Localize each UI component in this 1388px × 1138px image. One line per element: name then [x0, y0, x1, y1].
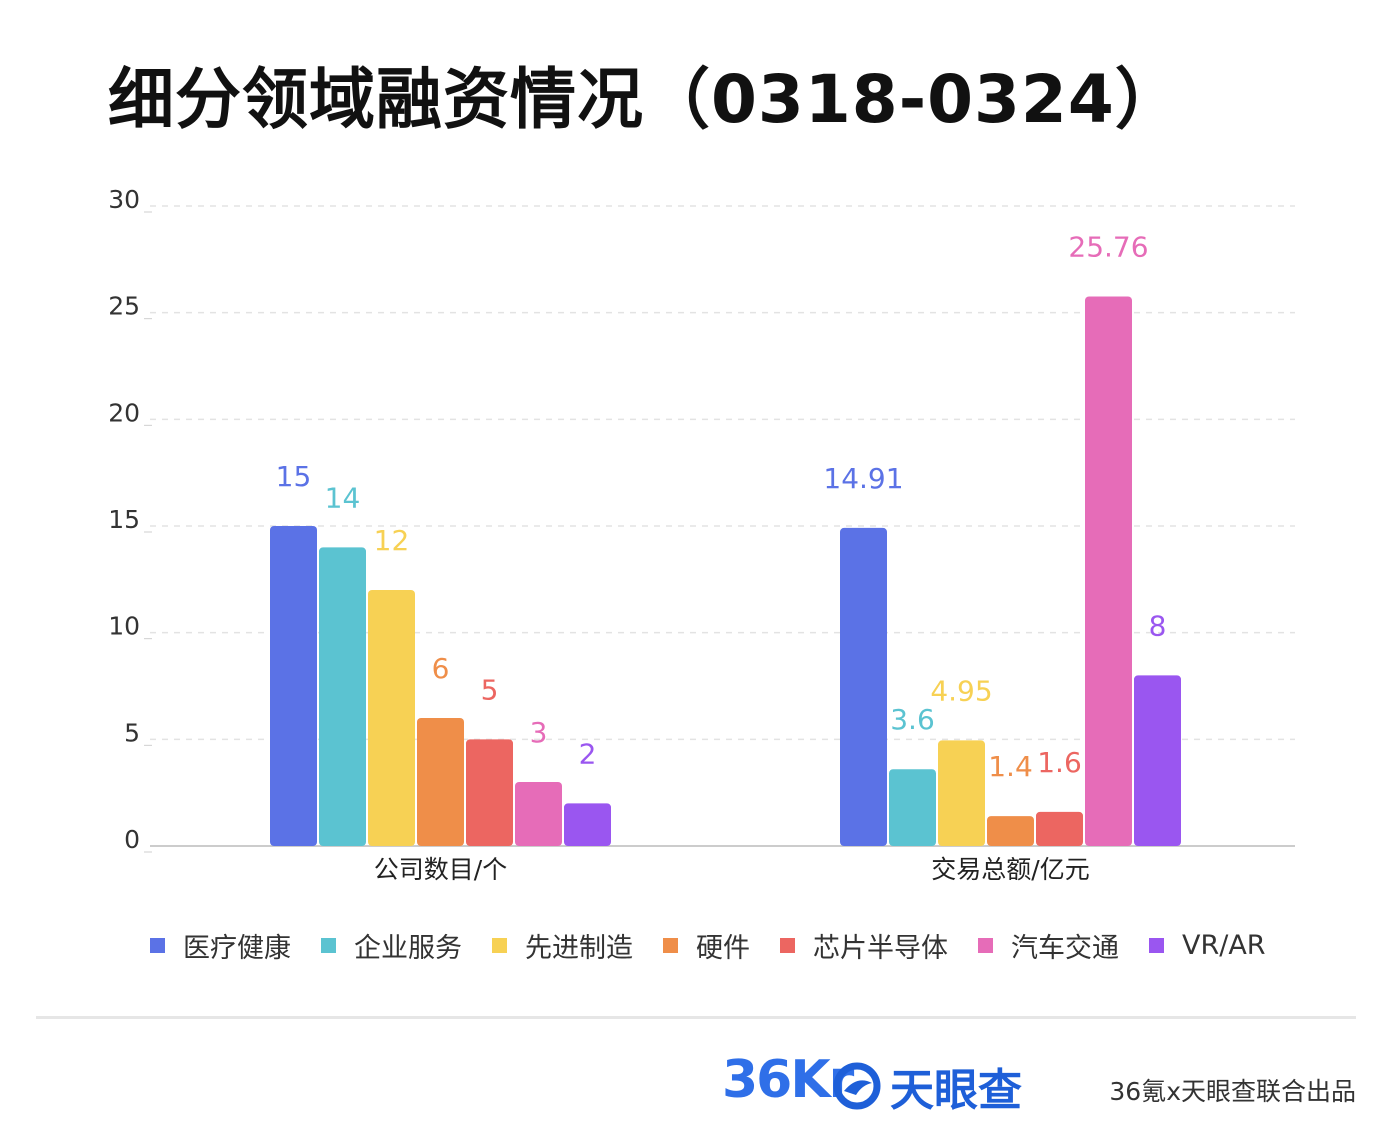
legend-swatch	[978, 938, 993, 953]
legend-label: 芯片半导体	[813, 933, 948, 964]
data-label: 8	[1149, 609, 1167, 642]
bar	[417, 718, 464, 846]
bar-chart: 0510152025301514126532公司数目/个14.913.64.95…	[108, 185, 1295, 884]
legend-item: 企业服务	[321, 926, 462, 965]
tianyancha-logo: 天眼查	[832, 1054, 1022, 1118]
y-tick-label: 30	[108, 185, 140, 214]
bar	[1134, 675, 1181, 846]
data-label: 3	[530, 716, 548, 749]
data-label: 3.6	[890, 703, 935, 736]
chart-legend: 医疗健康 企业服务 先进制造 硬件 芯片半导体 汽车交通 VR/AR	[150, 926, 1266, 965]
data-label: 25.76	[1068, 230, 1148, 263]
data-label: 14	[325, 481, 361, 514]
legend-item: 汽车交通	[978, 926, 1119, 965]
tianyancha-eye-icon	[833, 1062, 881, 1110]
bar	[319, 547, 366, 846]
legend-item: 硬件	[663, 926, 750, 965]
36kr-logo-text: 36Kr	[722, 1050, 854, 1110]
x-category-label: 交易总额/亿元	[931, 855, 1089, 884]
x-category-label: 公司数目/个	[374, 855, 507, 884]
y-tick-label: 20	[108, 398, 140, 427]
legend-swatch	[150, 938, 165, 953]
data-label: 6	[432, 652, 450, 685]
y-tick-label: 10	[108, 612, 140, 641]
chart-title: 细分领域融资情况（0318-0324）	[108, 61, 1182, 138]
y-tick-label: 25	[108, 292, 140, 321]
bar	[564, 803, 611, 846]
footer-divider	[36, 1016, 1356, 1019]
legend-label: 汽车交通	[1011, 933, 1119, 964]
legend-swatch	[1149, 938, 1164, 953]
bar	[1036, 811, 1083, 846]
legend-label: 硬件	[696, 933, 750, 964]
data-label: 4.95	[930, 674, 992, 707]
bar	[466, 739, 513, 846]
data-label: 1.6	[1037, 746, 1082, 779]
legend-label: 企业服务	[354, 933, 462, 964]
legend-swatch	[780, 938, 795, 953]
data-label: 1.4	[988, 750, 1033, 783]
bar	[515, 782, 562, 846]
bar	[938, 740, 985, 846]
legend-item: 医疗健康	[150, 926, 291, 965]
legend-label: 医疗健康	[183, 933, 291, 964]
data-label: 5	[481, 673, 499, 706]
bar	[987, 816, 1034, 846]
bar	[270, 526, 317, 846]
footer-credit: 36氪x天眼查联合出品	[1109, 1077, 1356, 1106]
bar	[1085, 296, 1132, 846]
legend-item: 先进制造	[492, 926, 633, 965]
data-label: 15	[276, 460, 312, 493]
legend-label: 先进制造	[525, 933, 633, 964]
legend-item: 芯片半导体	[780, 926, 948, 965]
legend-item: VR/AR	[1149, 926, 1266, 965]
bar	[368, 590, 415, 846]
y-tick-label: 15	[108, 505, 140, 534]
legend-swatch	[492, 938, 507, 953]
36kr-logo: 36Kr	[722, 1050, 854, 1110]
data-label: 2	[579, 737, 597, 770]
legend-swatch	[663, 938, 678, 953]
bar	[889, 769, 936, 846]
y-tick-label: 5	[124, 718, 140, 747]
bar	[840, 527, 887, 846]
legend-label: VR/AR	[1182, 930, 1266, 961]
legend-swatch	[321, 938, 336, 953]
y-tick-label: 0	[124, 825, 140, 854]
data-label: 12	[374, 524, 410, 557]
tianyancha-logo-text: 天眼查	[890, 1065, 1022, 1116]
data-label: 14.91	[823, 462, 903, 495]
